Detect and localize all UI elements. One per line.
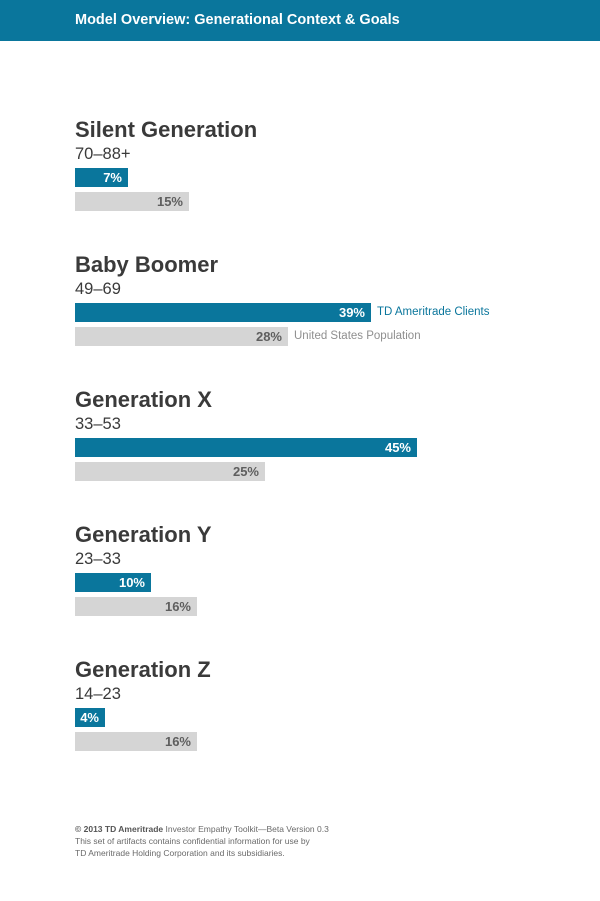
legend-clients: TD Ameritrade Clients [377,306,490,318]
footer-line-1: © 2013 TD Ameritrade Investor Empathy To… [75,823,329,835]
client-bar: 39% [75,303,371,322]
legend-population: United States Population [294,330,421,342]
footer-copyright: © 2013 TD Ameritrade [75,824,164,834]
generation-age-range: 14–23 [75,685,121,703]
page-title: Model Overview: Generational Context & G… [75,12,400,28]
client-bar: 4% [75,708,105,727]
footer-toolkit-version: Investor Empathy Toolkit—Beta Version 0.… [163,824,329,834]
header-bar: Model Overview: Generational Context & G… [0,0,600,41]
generation-name: Baby Boomer [75,252,219,277]
generation-name: Generation Y [75,522,212,547]
generation-name: Generation Z [75,657,211,682]
client-bar: 45% [75,438,417,457]
generation-age-range: 33–53 [75,415,121,433]
footer-line-2: This set of artifacts contains confident… [75,836,310,846]
generation-name: Silent Generation [75,117,258,142]
footer-line-3: TD Ameritrade Holding Corporation and it… [75,848,285,858]
population-bar: 16% [75,597,197,616]
generation-age-range: 49–69 [75,280,121,298]
generation-age-range: 23–33 [75,550,121,568]
generation-age-range: 70–88+ [75,145,131,163]
client-bar: 7% [75,168,128,187]
population-bar: 28% [75,327,288,346]
population-bar: 16% [75,732,197,751]
client-bar: 10% [75,573,151,592]
population-bar: 25% [75,462,265,481]
footer: © 2013 TD Ameritrade Investor Empathy To… [75,823,329,859]
population-bar: 15% [75,192,189,211]
generation-name: Generation X [75,387,212,412]
